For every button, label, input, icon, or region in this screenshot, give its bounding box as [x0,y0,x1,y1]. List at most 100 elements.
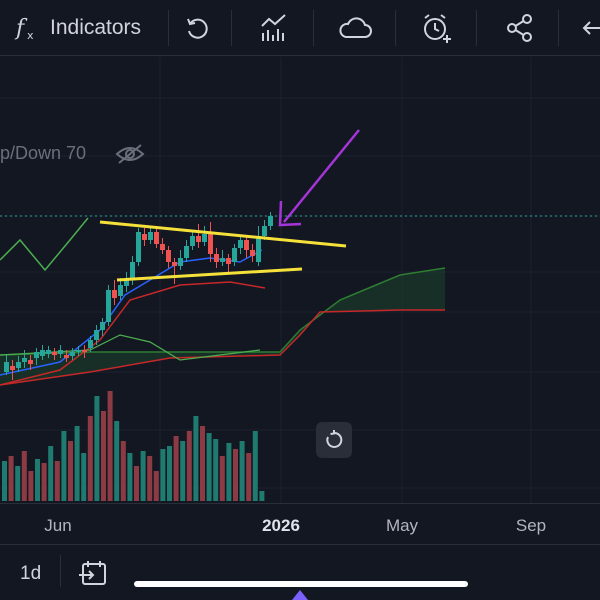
cloud-button[interactable] [336,0,374,56]
volume-bar [8,456,14,501]
toolbar-divider [313,10,314,46]
reset-icon [326,430,343,448]
volume-bar [94,396,100,501]
reset-chart-button[interactable] [316,422,352,458]
home-indicator[interactable] [134,581,468,587]
chart-grid [0,57,600,503]
alert-clock-icon [424,14,451,43]
volume-bar [120,441,126,501]
volume-bar [233,449,238,501]
candle-body [10,366,15,370]
candle-body [190,236,195,246]
candle-body [268,216,273,226]
toolbar-divider [168,10,169,46]
volume-bar [180,441,186,501]
axis-tick-label: 2026 [262,516,300,535]
candle-body [52,352,57,355]
volume-bar [239,441,245,501]
compare-button[interactable] [256,0,292,56]
candle-body [76,350,81,352]
candle-body [142,234,147,240]
replay-icon [187,18,208,39]
chevron-up-icon[interactable] [290,588,310,600]
leading-span-a [0,267,446,356]
candle-body [46,350,51,354]
candle-body [124,280,129,286]
volume-bar [153,471,159,501]
candle-body [16,362,21,368]
replay-button[interactable] [181,0,215,56]
volume-bar [147,456,153,501]
volume-bar [54,461,60,501]
candle-body [118,285,123,296]
interval-button[interactable]: 1d [20,563,42,584]
candle-body [226,258,231,264]
indicators-button[interactable]: Indicators [50,16,142,39]
candle-body [4,362,9,372]
axis-tick-label: Sep [515,516,547,535]
volume-bar [2,461,7,501]
candle-body [202,234,207,242]
back-arrow-icon [582,21,600,35]
cloud-fill [0,268,445,385]
leading-span-b [0,309,445,386]
volume-bar [246,453,252,501]
chart-pane[interactable]: p/Down 70 [0,57,600,503]
volume-bar [101,411,106,501]
eye-off-icon[interactable] [115,143,145,165]
volume-bar [134,466,139,501]
alert-button[interactable] [419,0,455,56]
candle-body [94,330,99,340]
time-axis[interactable]: Jun 2026 May Sep [0,503,600,543]
axis-tick-label: Jun [44,516,72,535]
bottom-divider [60,555,61,587]
share-button[interactable] [503,0,537,56]
trendline-upper [99,220,347,248]
candle-body [70,352,75,356]
base-line [0,281,266,386]
candle-body [262,226,267,236]
volume-bar [167,446,172,501]
candle-body [256,236,261,262]
candle-body [208,234,213,254]
volume-bar [87,416,93,501]
volume-bar [15,466,21,501]
volume-bar [186,431,192,501]
candle-body [214,254,219,262]
candle-body [250,250,255,256]
compare-icon [261,14,286,41]
volume-bar [35,459,40,501]
share-icon [507,14,532,42]
volume-bar [48,446,54,501]
back-button[interactable] [578,0,600,56]
toolbar-divider [231,10,232,46]
candle-body [58,350,63,354]
indicator-legend[interactable]: p/Down 70 [0,143,86,164]
volume-bar [61,431,67,501]
candle-body [136,232,141,262]
volume-bar [219,456,225,501]
volume-bar [173,436,179,501]
lagging-span [0,217,89,272]
toolbar-divider [558,10,559,46]
fx-icon[interactable]: f x [12,13,42,43]
volume-bar [140,451,146,501]
volume-bar [259,491,265,501]
candle-body [40,350,45,356]
candle-body [112,290,117,298]
toolbar-divider [476,10,477,46]
candles [4,212,273,380]
volume-bars [2,391,265,501]
annotation-arrow [278,129,360,227]
toolbar-divider [395,10,396,46]
chart-canvas[interactable] [0,57,600,503]
volume-bar [41,463,47,501]
candle-body [154,232,159,244]
volume-bar [107,391,113,501]
trendline-lower [116,267,303,282]
candle-body [148,232,153,240]
candle-body [166,250,171,262]
volume-bar [21,451,27,501]
goto-date-icon[interactable] [78,558,108,588]
candle-body [196,236,201,242]
